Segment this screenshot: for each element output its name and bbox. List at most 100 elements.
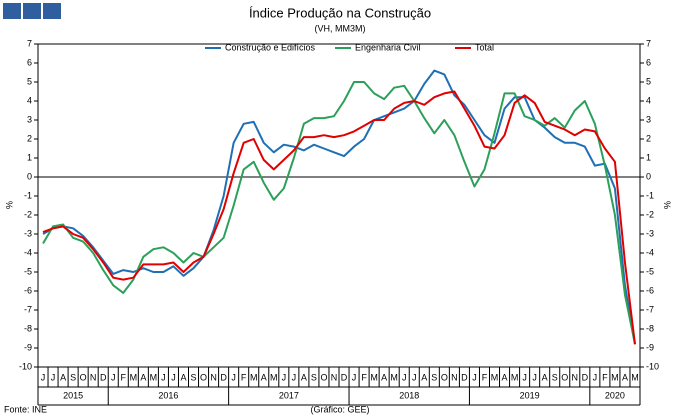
y-tick-label: 5 — [27, 76, 32, 86]
y-axis-label: % — [4, 201, 14, 209]
y2-tick-label: 4 — [646, 95, 651, 105]
x-tick-label: J — [402, 372, 407, 382]
legend-label: Total — [475, 42, 494, 52]
y2-tick-label: 1 — [646, 152, 651, 162]
x-tick-label: M — [631, 372, 639, 382]
logo-block — [43, 3, 61, 19]
x-tick-label: O — [200, 372, 207, 382]
x-tick-label: A — [421, 372, 427, 382]
x-tick-label: J — [41, 372, 46, 382]
x-tick-label: A — [140, 372, 146, 382]
x-tick-label: N — [331, 372, 338, 382]
y2-tick-label: -7 — [646, 304, 654, 314]
y-tick-label: 7 — [27, 38, 32, 48]
x-tick-label: S — [311, 372, 317, 382]
x-tick-label: F — [121, 372, 127, 382]
x-tick-label: N — [572, 372, 579, 382]
y-tick-label: -10 — [19, 361, 32, 371]
x-tick-label: M — [611, 372, 619, 382]
y-tick-label: 0 — [27, 171, 32, 181]
x-tick-label: J — [412, 372, 417, 382]
x-tick-label: A — [301, 372, 307, 382]
series-line — [42, 81, 636, 345]
y-tick-label: 4 — [27, 95, 32, 105]
y-tick-label: 6 — [27, 57, 32, 67]
y-tick-label: -7 — [24, 304, 32, 314]
logo-block — [23, 3, 41, 19]
year-label: 2017 — [279, 390, 299, 400]
y2-tick-label: -3 — [646, 228, 654, 238]
y-tick-label: 3 — [27, 114, 32, 124]
x-tick-label: J — [171, 372, 176, 382]
chart-title: Índice Produção na Construção — [249, 5, 431, 20]
logo-block — [3, 3, 21, 19]
x-tick-label: D — [220, 372, 227, 382]
y2-tick-label: -6 — [646, 285, 654, 295]
y-tick-label: -8 — [24, 323, 32, 333]
x-tick-label: J — [472, 372, 477, 382]
y-tick-label: -1 — [24, 190, 32, 200]
y2-axis-label: % — [662, 201, 672, 209]
y-tick-label: -4 — [24, 247, 32, 257]
x-tick-label: A — [261, 372, 267, 382]
x-tick-label: O — [320, 372, 327, 382]
y2-tick-label: 3 — [646, 114, 651, 124]
y2-tick-label: 5 — [646, 76, 651, 86]
x-tick-label: M — [150, 372, 158, 382]
x-tick-label: J — [51, 372, 56, 382]
x-tick-label: J — [292, 372, 297, 382]
y-tick-label: -5 — [24, 266, 32, 276]
x-tick-label: J — [161, 372, 166, 382]
x-tick-label: S — [431, 372, 437, 382]
y2-tick-label: -2 — [646, 209, 654, 219]
x-tick-label: D — [341, 372, 348, 382]
x-tick-label: M — [130, 372, 138, 382]
y2-tick-label: 2 — [646, 133, 651, 143]
x-tick-label: O — [441, 372, 448, 382]
x-tick-label: F — [361, 372, 367, 382]
x-tick-label: J — [282, 372, 287, 382]
x-tick-label: J — [532, 372, 537, 382]
x-tick-label: J — [593, 372, 598, 382]
y-tick-label: -6 — [24, 285, 32, 295]
series-line — [42, 69, 636, 345]
x-tick-label: A — [180, 372, 186, 382]
y2-tick-label: -10 — [646, 361, 659, 371]
x-tick-label: D — [582, 372, 589, 382]
x-tick-label: M — [390, 372, 398, 382]
year-label: 2016 — [158, 390, 178, 400]
year-label: 2020 — [605, 390, 625, 400]
y2-tick-label: 6 — [646, 57, 651, 67]
y2-tick-label: 7 — [646, 38, 651, 48]
credit: (Gráfico: GEE) — [310, 404, 369, 414]
y-tick-label: -9 — [24, 342, 32, 352]
x-tick-label: M — [270, 372, 278, 382]
x-tick-label: A — [542, 372, 548, 382]
x-tick-label: A — [60, 372, 66, 382]
source: Fonte: INE — [4, 404, 47, 414]
x-tick-label: M — [250, 372, 258, 382]
x-tick-label: D — [461, 372, 468, 382]
x-tick-label: N — [210, 372, 217, 382]
y2-tick-label: -1 — [646, 190, 654, 200]
legend-label: Construção e Edifícios — [225, 42, 316, 52]
x-tick-label: M — [370, 372, 378, 382]
y-tick-label: 2 — [27, 133, 32, 143]
chart-subtitle: (VH, MM3M) — [315, 23, 366, 33]
x-tick-label: M — [511, 372, 519, 382]
x-tick-label: S — [191, 372, 197, 382]
x-tick-label: J — [522, 372, 527, 382]
x-tick-label: N — [90, 372, 97, 382]
year-label: 2018 — [399, 390, 419, 400]
year-label: 2019 — [520, 390, 540, 400]
y-tick-label: 1 — [27, 152, 32, 162]
x-tick-label: M — [491, 372, 499, 382]
x-tick-label: O — [80, 372, 87, 382]
plot-frame — [37, 43, 641, 368]
y-tick-label: -3 — [24, 228, 32, 238]
x-tick-label: S — [70, 372, 76, 382]
x-tick-label: S — [552, 372, 558, 382]
x-tick-label: D — [100, 372, 107, 382]
x-tick-label: F — [241, 372, 247, 382]
